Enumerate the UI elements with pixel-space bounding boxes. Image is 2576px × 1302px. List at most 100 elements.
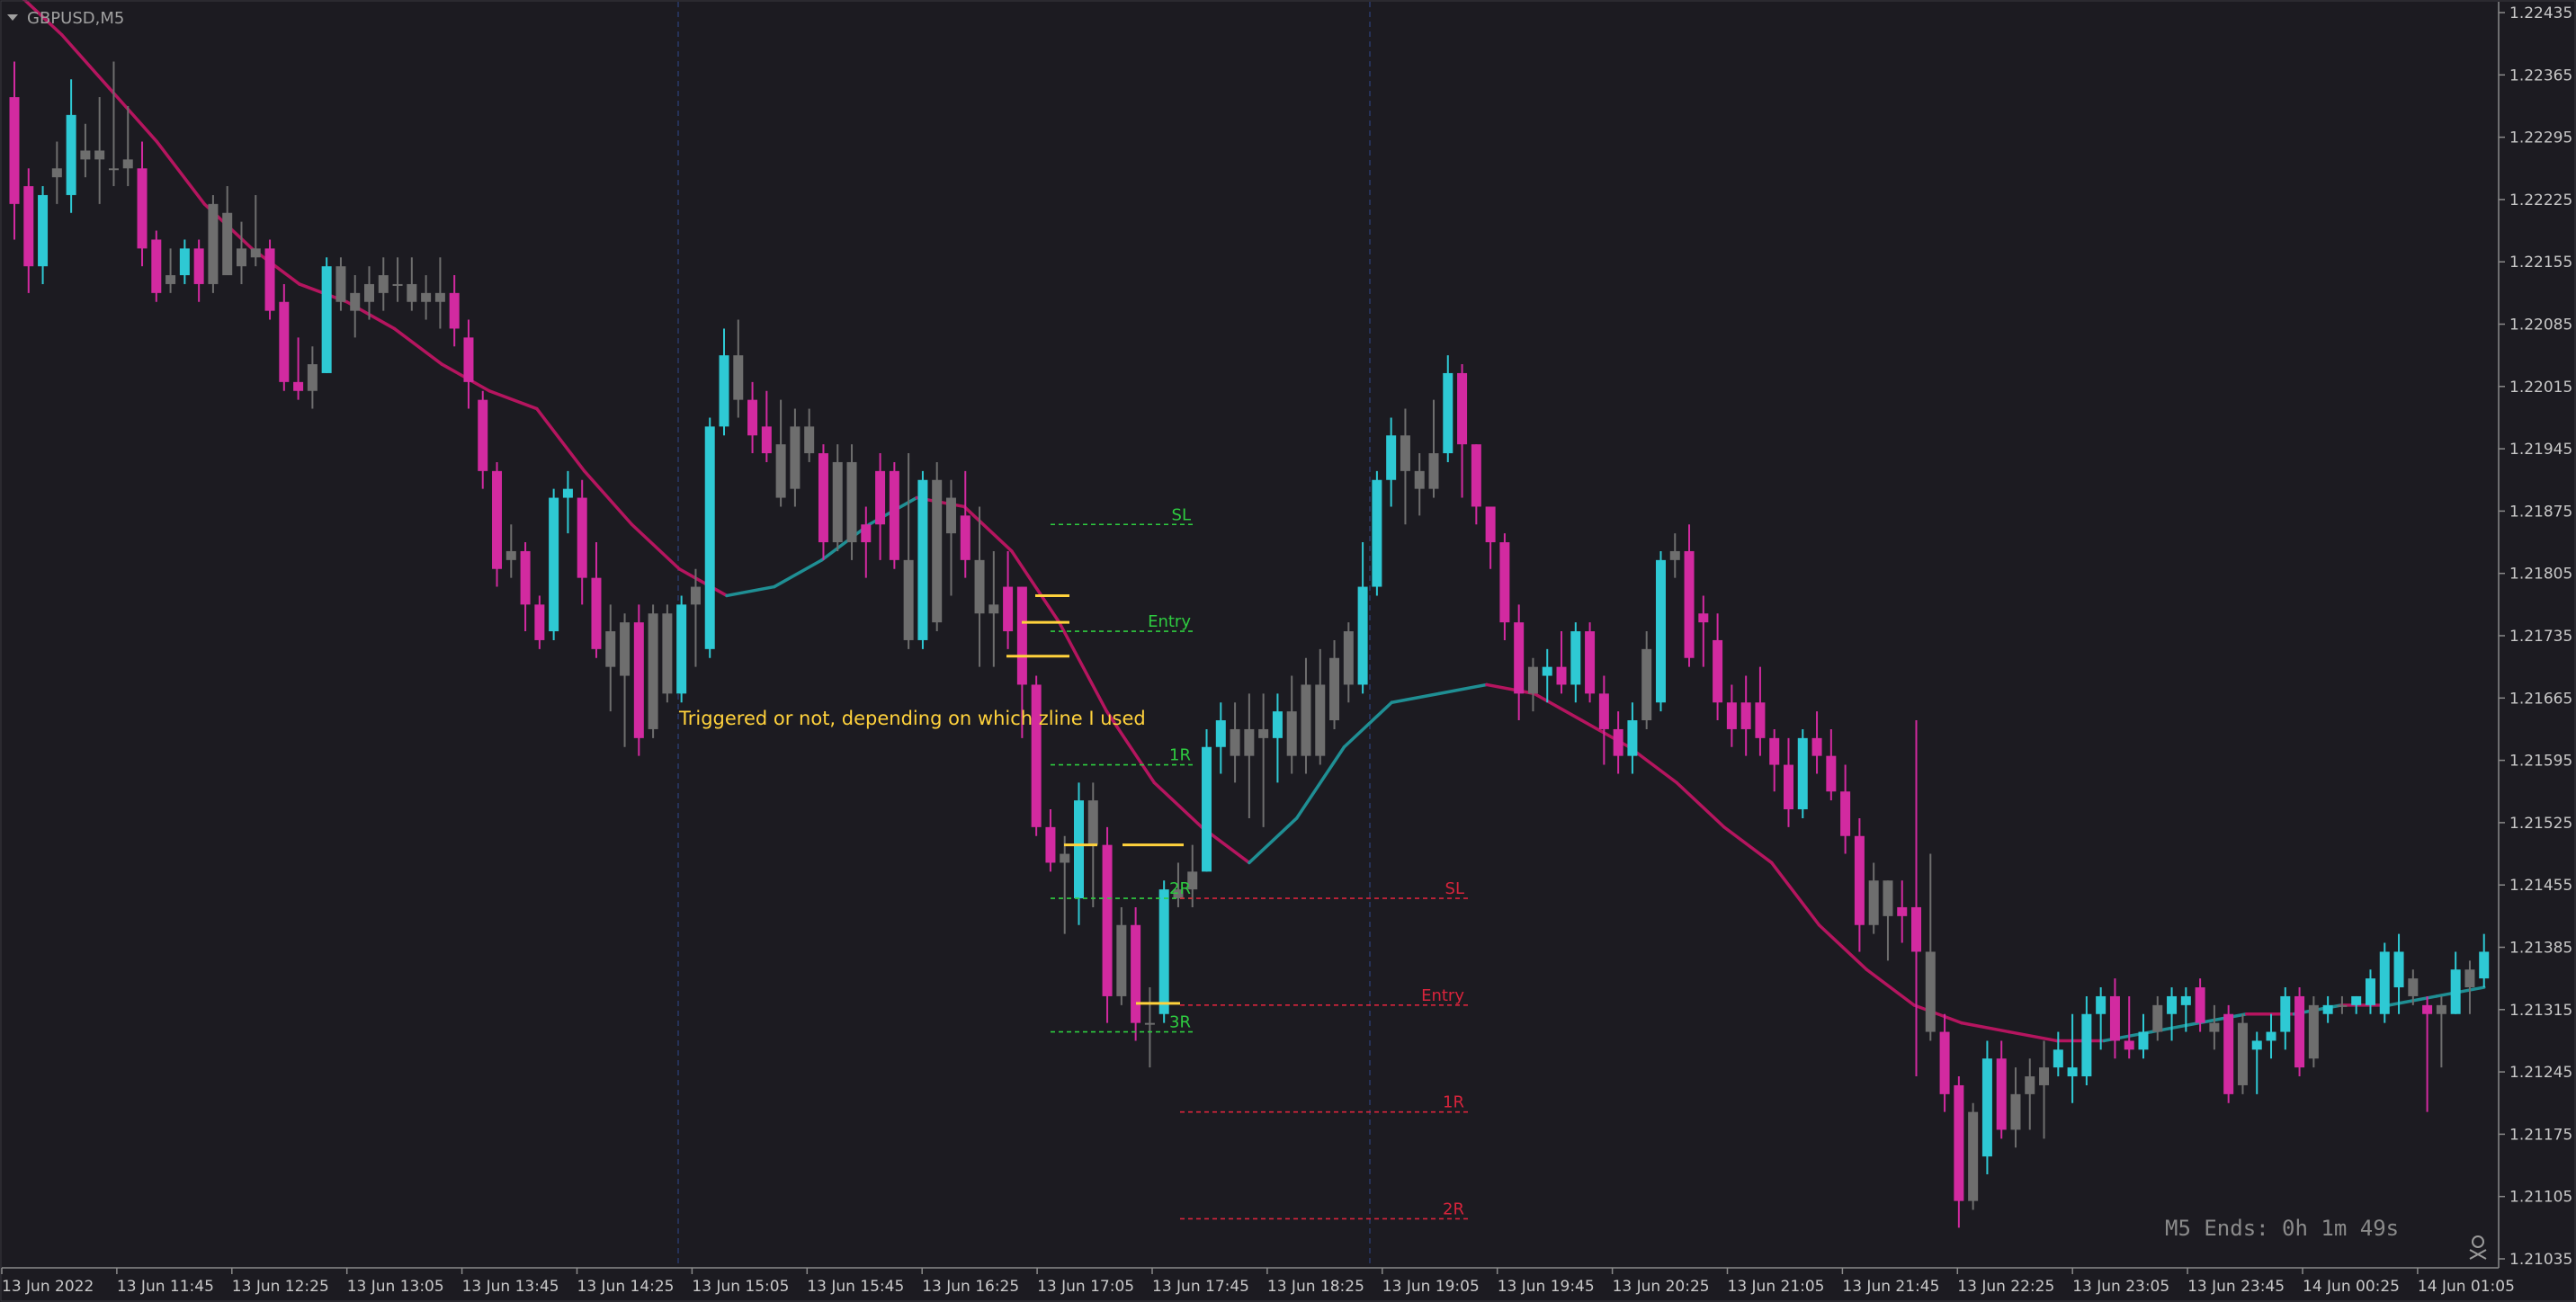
candle	[2436, 995, 2446, 1068]
candle-body	[1272, 711, 1283, 738]
candle-body	[605, 631, 616, 667]
candle	[733, 319, 744, 418]
candle-body	[2152, 1004, 2163, 1032]
candle-body	[137, 168, 148, 249]
candle-body	[704, 426, 715, 649]
candle	[1173, 862, 1184, 907]
candle-body	[165, 275, 176, 284]
candle	[1485, 506, 1496, 569]
candle-body	[1755, 702, 1766, 738]
candle	[407, 257, 417, 311]
candle	[846, 444, 857, 560]
candle-body	[577, 497, 587, 578]
candle-body	[1698, 613, 1709, 623]
candle-body	[407, 283, 417, 302]
candle-body	[1131, 924, 1141, 1023]
price-label: 1.21105	[2509, 1189, 2572, 1207]
candle	[1258, 693, 1269, 827]
candle-body	[1939, 1031, 1950, 1094]
candle-body	[38, 194, 49, 267]
candle	[974, 506, 985, 667]
candle-body	[2096, 995, 2106, 1014]
candle	[2025, 1058, 2035, 1130]
candle-body	[648, 613, 658, 729]
candle	[591, 542, 602, 658]
candle	[51, 141, 62, 204]
zlines[interactable]	[1006, 593, 1184, 1005]
candle-body	[1954, 1084, 1964, 1201]
candle-body	[1301, 684, 1311, 756]
candle-body	[1400, 435, 1410, 471]
candle-body	[151, 239, 162, 293]
candle-body	[804, 426, 815, 454]
candle	[903, 453, 914, 649]
candle	[1158, 880, 1169, 1023]
candle-body	[2450, 969, 2461, 1014]
short-r1-label: 1R	[1169, 746, 1191, 765]
candle-body	[1669, 550, 1680, 560]
candle	[889, 461, 899, 569]
candle-body	[1428, 453, 1439, 489]
candle	[1187, 844, 1198, 907]
candle	[1684, 524, 1695, 667]
triangle-down-icon[interactable]	[7, 14, 18, 21]
candle-body	[1911, 906, 1922, 952]
candle-body	[2167, 995, 2178, 1014]
candle-body	[1784, 764, 1793, 810]
trade-levels: SL Entry 1R 2R 3R SL Entry 1R 2R	[1051, 505, 1468, 1220]
candle-body	[2351, 995, 2362, 1005]
candle	[1556, 631, 1567, 694]
time-label: 13 Jun 16:25	[922, 1278, 1019, 1296]
candle	[2464, 960, 2475, 1014]
candle	[1003, 550, 1014, 649]
candle	[2081, 995, 2092, 1085]
candle-body	[122, 159, 133, 169]
candle-body	[1797, 737, 1808, 810]
ma-segment	[1437, 682, 1489, 696]
candle	[80, 123, 91, 178]
candle-body	[1187, 871, 1198, 890]
candle-body	[1060, 853, 1070, 863]
price-label: 1.22085	[2509, 317, 2572, 334]
time-label: 13 Jun 13:05	[347, 1278, 444, 1296]
candle	[1883, 880, 1893, 961]
candle-body	[505, 550, 516, 560]
candle	[2422, 995, 2433, 1112]
candle-body	[421, 292, 432, 302]
candle-body	[1116, 924, 1127, 996]
candle	[861, 506, 872, 578]
price-label: 1.21595	[2509, 753, 2572, 771]
candle-body	[2223, 1013, 2234, 1094]
candle	[264, 239, 275, 320]
skull-icon[interactable]	[2469, 1235, 2487, 1260]
candle	[818, 444, 828, 560]
candle-body	[1372, 479, 1382, 587]
candle-body	[960, 515, 970, 560]
price-label: 1.21525	[2509, 815, 2572, 833]
ma-segment	[1722, 825, 1774, 865]
candle-body	[1542, 666, 1552, 676]
ma-segment	[962, 504, 1014, 553]
candle-body	[861, 524, 872, 543]
candle	[704, 417, 715, 658]
candle	[875, 453, 886, 560]
candle-body	[2464, 969, 2475, 988]
price-label: 1.21315	[2509, 1002, 2572, 1020]
ma-segment	[630, 522, 681, 571]
candle-body	[208, 203, 219, 284]
candle-body	[449, 292, 460, 329]
candle	[2124, 995, 2134, 1059]
candle	[222, 186, 233, 276]
candle	[478, 390, 488, 489]
candle	[1315, 648, 1326, 765]
candle	[122, 105, 133, 187]
time-label: 13 Jun 12:25	[232, 1278, 329, 1296]
candle-body	[1514, 622, 1525, 694]
candle	[1968, 1102, 1979, 1210]
candle	[1542, 648, 1552, 703]
candle-body	[875, 470, 886, 525]
candle-body	[2422, 1004, 2433, 1014]
candle	[1144, 987, 1155, 1068]
candle-body	[108, 168, 119, 171]
